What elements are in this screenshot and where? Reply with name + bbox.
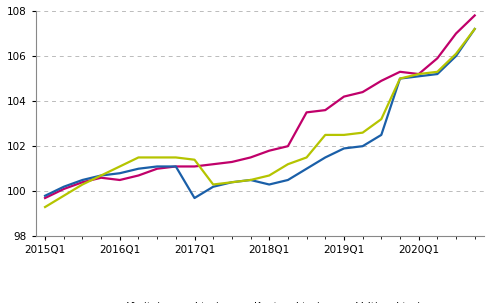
Valtiosektori (80, 183, 85, 186)
Yksityinen sektori (303, 111, 309, 114)
Yksityinen sektori (322, 108, 328, 112)
Yksityinen sektori (472, 14, 478, 17)
Kuntasektori (191, 196, 197, 200)
Kuntasektori (42, 194, 48, 198)
Kuntasektori (61, 185, 67, 188)
Kuntasektori (360, 144, 366, 148)
Yksityinen sektori (247, 156, 253, 159)
Valtiosektori (229, 180, 235, 184)
Valtiosektori (210, 183, 216, 186)
Yksityinen sektori (42, 196, 48, 200)
Yksityinen sektori (154, 167, 160, 171)
Yksityinen sektori (360, 90, 366, 94)
Legend: Yksityinen sektori, Kuntasektori, Valtiosektori: Yksityinen sektori, Kuntasektori, Valtio… (95, 298, 425, 303)
Valtiosektori (397, 77, 403, 80)
Kuntasektori (416, 75, 422, 78)
Valtiosektori (98, 174, 104, 177)
Kuntasektori (266, 183, 272, 186)
Valtiosektori (416, 72, 422, 76)
Valtiosektori (322, 133, 328, 137)
Kuntasektori (136, 167, 141, 171)
Valtiosektori (154, 156, 160, 159)
Yksityinen sektori (416, 72, 422, 76)
Valtiosektori (61, 194, 67, 198)
Valtiosektori (117, 165, 123, 168)
Valtiosektori (303, 156, 309, 159)
Yksityinen sektori (229, 160, 235, 164)
Kuntasektori (80, 178, 85, 182)
Valtiosektori (136, 156, 141, 159)
Valtiosektori (379, 117, 384, 121)
Valtiosektori (247, 178, 253, 182)
Yksityinen sektori (61, 187, 67, 191)
Kuntasektori (285, 178, 291, 182)
Kuntasektori (210, 185, 216, 188)
Kuntasektori (229, 180, 235, 184)
Kuntasektori (98, 174, 104, 177)
Yksityinen sektori (173, 165, 179, 168)
Kuntasektori (397, 77, 403, 80)
Kuntasektori (154, 165, 160, 168)
Valtiosektori (453, 52, 459, 55)
Yksityinen sektori (285, 144, 291, 148)
Yksityinen sektori (210, 162, 216, 166)
Yksityinen sektori (266, 149, 272, 152)
Yksityinen sektori (379, 79, 384, 83)
Valtiosektori (266, 174, 272, 177)
Line: Kuntasektori: Kuntasektori (45, 29, 475, 198)
Kuntasektori (322, 156, 328, 159)
Kuntasektori (453, 54, 459, 58)
Yksityinen sektori (98, 176, 104, 180)
Yksityinen sektori (341, 95, 347, 98)
Kuntasektori (117, 171, 123, 175)
Valtiosektori (191, 158, 197, 161)
Line: Yksityinen sektori: Yksityinen sektori (45, 15, 475, 198)
Valtiosektori (341, 133, 347, 137)
Kuntasektori (303, 167, 309, 171)
Kuntasektori (435, 72, 440, 76)
Yksityinen sektori (136, 174, 141, 177)
Valtiosektori (472, 27, 478, 31)
Yksityinen sektori (191, 165, 197, 168)
Valtiosektori (435, 70, 440, 74)
Valtiosektori (360, 131, 366, 135)
Valtiosektori (42, 205, 48, 209)
Kuntasektori (247, 178, 253, 182)
Line: Valtiosektori: Valtiosektori (45, 29, 475, 207)
Yksityinen sektori (435, 56, 440, 60)
Yksityinen sektori (453, 32, 459, 35)
Kuntasektori (173, 165, 179, 168)
Yksityinen sektori (117, 178, 123, 182)
Valtiosektori (285, 162, 291, 166)
Kuntasektori (379, 133, 384, 137)
Yksityinen sektori (397, 70, 403, 74)
Valtiosektori (173, 156, 179, 159)
Kuntasektori (341, 147, 347, 150)
Yksityinen sektori (80, 180, 85, 184)
Kuntasektori (472, 27, 478, 31)
